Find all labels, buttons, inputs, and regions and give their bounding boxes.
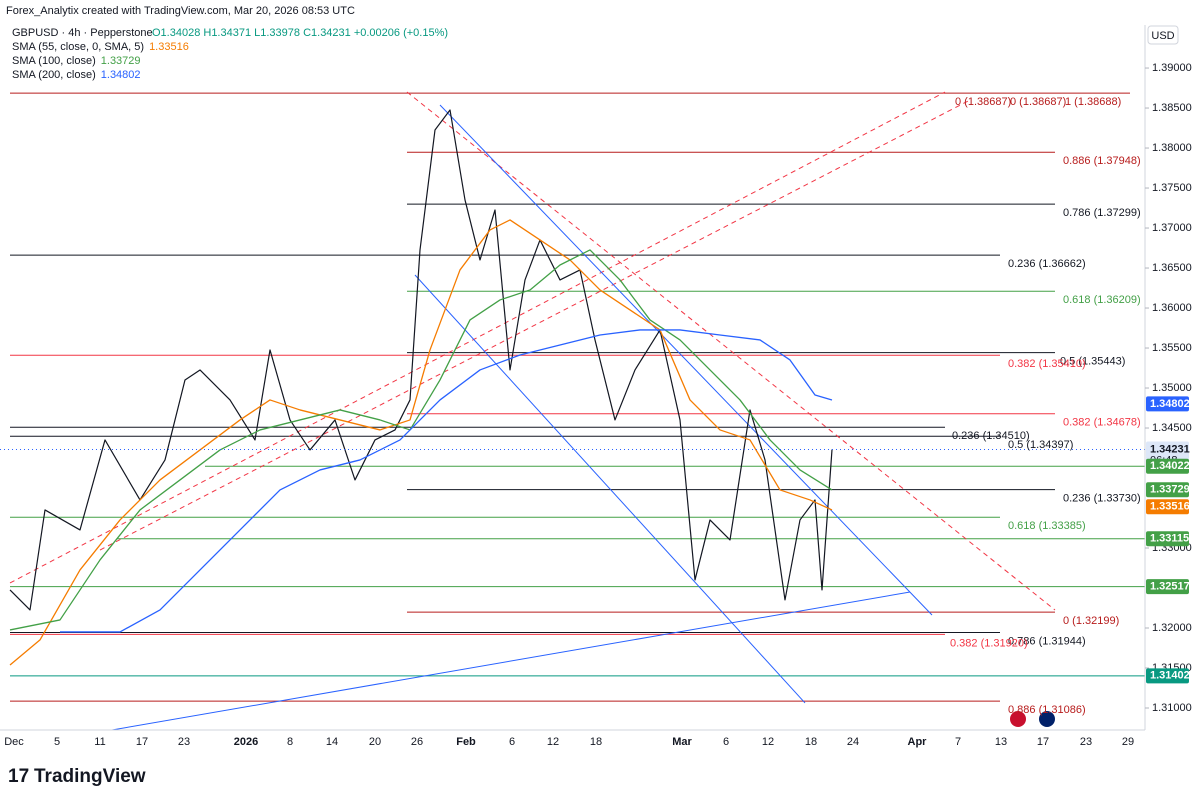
price-badge-label: 1.34231	[1150, 443, 1190, 455]
y-tick-label: 1.38500	[1152, 102, 1192, 114]
x-tick-label: 18	[590, 736, 602, 748]
x-tick-label: Mar	[672, 736, 692, 748]
price-badge	[1146, 499, 1189, 515]
x-tick-label: Apr	[908, 736, 928, 748]
legend-indicator-value: 1.33516	[149, 41, 189, 53]
legend-ohlc: O1.34028 H1.34371 L1.33978 C1.34231 +0.0…	[152, 27, 448, 39]
y-tick-label: 1.39000	[1152, 62, 1192, 74]
x-tick-label: 2026	[234, 736, 258, 748]
x-tick-label: 12	[547, 736, 559, 748]
x-tick-label: 14	[326, 736, 338, 748]
y-tick-label: 1.35500	[1152, 342, 1192, 354]
x-tick-label: 23	[178, 736, 190, 748]
y-tick-label: 1.36500	[1152, 262, 1192, 274]
price-badge-label: 1.31402	[1150, 670, 1190, 682]
plot-area	[0, 91, 1145, 731]
trendline	[439, 104, 933, 616]
brand: TradingView	[34, 766, 146, 787]
price-badge	[1146, 396, 1189, 412]
price-badge	[1146, 531, 1189, 547]
x-tick-label: 29	[1122, 736, 1134, 748]
trendline	[111, 591, 911, 731]
x-tick-label: Feb	[456, 736, 476, 748]
x-tick-label: 20	[369, 736, 381, 748]
fib-label: 0.5 (1.34397)	[1008, 439, 1073, 451]
fib-label: 0.236 (1.36662)	[1008, 258, 1086, 270]
trendline	[406, 91, 1056, 611]
x-tick-label: 18	[805, 736, 817, 748]
flags	[1010, 711, 1055, 727]
sma-line	[60, 329, 833, 633]
legend: GBPUSD · 4h · Pepperstone O1.34028 H1.34…	[12, 27, 448, 39]
x-tick-label: 26	[411, 736, 423, 748]
price-badge	[1146, 458, 1189, 474]
x-tick-label: 17	[136, 736, 148, 748]
trendline	[99, 99, 971, 551]
fib-label: 0.382 (1.34678)	[1063, 417, 1141, 429]
fib-label: 0.5 (1.35443)	[1060, 355, 1125, 367]
y-tick-label: 1.32000	[1152, 622, 1192, 634]
fib-label: 0.886 (1.37948)	[1063, 155, 1141, 167]
fib-label: 0.382 (1.35410)	[1008, 358, 1086, 370]
event-flag[interactable]	[1010, 711, 1026, 727]
y-tick-label: 1.38000	[1152, 142, 1192, 154]
fib-label: 0 (1.38687)	[1010, 96, 1066, 108]
currency[interactable]: USD	[1151, 30, 1174, 42]
event-flag[interactable]	[1039, 711, 1055, 727]
brand-logo: 17	[8, 766, 29, 787]
y-tick-label: 1.37000	[1152, 222, 1192, 234]
x-tick-label: 13	[995, 736, 1007, 748]
x-tick-label: 17	[1037, 736, 1049, 748]
fib-label: 0 (1.32199)	[1063, 615, 1119, 627]
sma-line	[9, 249, 833, 631]
price-badge-label: 1.34022	[1150, 460, 1190, 472]
fib-label: 0.786 (1.37299)	[1063, 207, 1141, 219]
y-tick-label: 1.31000	[1152, 702, 1192, 714]
x-tick-label: 7	[955, 736, 961, 748]
fib-label: 0.618 (1.36209)	[1063, 294, 1141, 306]
legend-symbol: GBPUSD · 4h · Pepperstone	[12, 27, 153, 39]
fib-label: 0 (1.38687)	[955, 96, 1011, 108]
fib-label: 0.618 (1.33385)	[1008, 520, 1086, 532]
x-tick-label: 24	[847, 736, 859, 748]
fib-label: 0.236 (1.34510)	[952, 430, 1030, 442]
legend-indicator: SMA (55, close, 0, SMA, 5)	[12, 41, 144, 53]
legend-indicator: SMA (200, close)	[12, 69, 96, 81]
y-tick-label: 1.35000	[1152, 382, 1192, 394]
x-tick-label: 8	[287, 736, 293, 748]
price-badge-label: 1.34802	[1150, 398, 1190, 410]
fib-label: 1 (1.38688)	[1065, 96, 1121, 108]
price-badge	[1146, 482, 1189, 498]
fib-label: 0.382 (1.31920)	[950, 637, 1028, 649]
x-tick-label: 11	[94, 736, 105, 748]
price-badge	[1146, 668, 1189, 684]
x-tick-label: Dec	[4, 736, 24, 748]
trendline	[414, 274, 806, 704]
price-badge-label: 1.33729	[1150, 484, 1190, 496]
x-tick-label: 23	[1080, 736, 1092, 748]
legend-indicator: SMA (100, close)	[12, 55, 96, 67]
x-tick-label: 6	[723, 736, 729, 748]
legend-indicator-value: 1.34802	[101, 69, 141, 81]
fib-label: 0.886 (1.31086)	[1008, 704, 1086, 716]
y-tick-label: 1.37500	[1152, 182, 1192, 194]
y-tick-label: 1.36000	[1152, 302, 1192, 314]
legend-indicator-value: 1.33729	[101, 55, 141, 67]
y-tick-label: 1.34500	[1152, 422, 1192, 434]
x-tick-label: 5	[54, 736, 60, 748]
attribution: Forex_Analytix created with TradingView.…	[6, 5, 355, 17]
sma-line	[9, 219, 833, 666]
price-badge-label: 1.33115	[1150, 533, 1189, 545]
price-badge-label: 1.33516	[1150, 501, 1190, 513]
fib-label: 0.786 (1.31944)	[1008, 635, 1086, 647]
fib-label: 0.236 (1.33730)	[1063, 493, 1141, 505]
price-badge-label: 1.32517	[1150, 581, 1190, 593]
price-line	[9, 109, 833, 611]
x-tick-label: 12	[762, 736, 774, 748]
x-tick-label: 6	[509, 736, 515, 748]
price-badge	[1146, 579, 1189, 595]
currency-box[interactable]	[1147, 25, 1179, 45]
